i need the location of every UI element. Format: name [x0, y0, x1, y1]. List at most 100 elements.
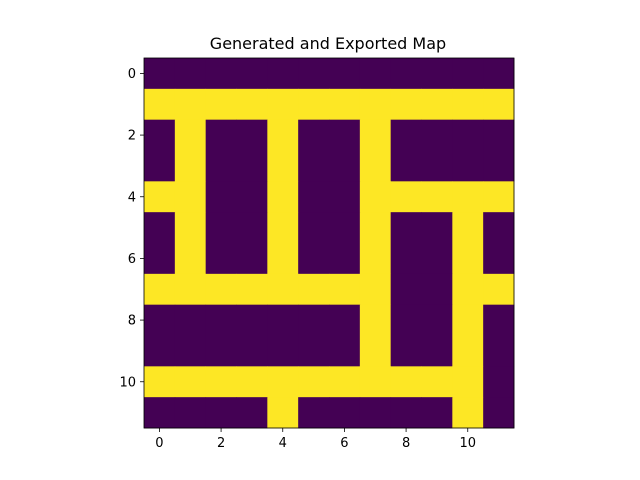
heatmap-cell: [298, 335, 330, 367]
heatmap-cell: [329, 273, 361, 306]
heatmap-cell: [390, 243, 422, 275]
heatmap-cell: [421, 212, 453, 244]
heatmap-cell: [421, 119, 453, 151]
x-tick-label: 10: [459, 436, 476, 451]
heatmap-cells: [144, 58, 515, 429]
heatmap-cell: [359, 397, 392, 429]
heatmap-cell: [329, 88, 361, 121]
y-axis-ticks: 0 2 4 6 8 10: [119, 67, 144, 390]
heatmap-cell: [359, 88, 392, 121]
heatmap-cell: [452, 397, 484, 429]
heatmap-cell: [144, 273, 176, 306]
heatmap-cell: [144, 58, 176, 90]
heatmap-cell: [421, 273, 453, 306]
heatmap-cell: [236, 88, 268, 121]
x-tick-label: 2: [217, 436, 225, 451]
y-tick-label: 4: [128, 190, 136, 205]
heatmap-cell: [298, 150, 330, 182]
heatmap-cell: [144, 88, 176, 121]
heatmap-cell: [174, 243, 207, 275]
heatmap-cell: [236, 335, 268, 367]
heatmap-cell: [298, 366, 330, 398]
heatmap-cell: [144, 335, 176, 367]
heatmap-cell: [144, 243, 176, 275]
chart-title: Generated and Exported Map: [210, 34, 446, 53]
heatmap-cell: [483, 366, 515, 398]
heatmap-cell: [452, 150, 484, 182]
heatmap-cell: [452, 181, 484, 213]
heatmap-cell: [483, 304, 515, 336]
heatmap-cell: [452, 243, 484, 275]
heatmap-cell: [144, 150, 176, 182]
heatmap-cell: [205, 212, 237, 244]
heatmap-cell: [483, 212, 515, 244]
heatmap-cell: [359, 366, 392, 398]
y-tick-label: 6: [128, 252, 136, 267]
heatmap-cell: [390, 88, 422, 121]
heatmap-cell: [267, 273, 299, 306]
x-tick-label: 8: [402, 436, 410, 451]
heatmap-cell: [174, 304, 207, 336]
heatmap-cell: [421, 58, 453, 90]
heatmap-cell: [144, 119, 176, 151]
heatmap-cell: [483, 397, 515, 429]
heatmap-cell: [483, 150, 515, 182]
heatmap-cell: [236, 119, 268, 151]
heatmap-cell: [329, 181, 361, 213]
heatmap-cell: [236, 304, 268, 336]
heatmap-cell: [174, 366, 207, 398]
x-tick-label: 0: [155, 436, 163, 451]
heatmap-cell: [483, 88, 515, 121]
heatmap-cell: [329, 397, 361, 429]
heatmap-cell: [421, 150, 453, 182]
heatmap-cell: [174, 212, 207, 244]
heatmap-cell: [483, 181, 515, 213]
heatmap-cell: [267, 150, 299, 182]
heatmap-cell: [390, 366, 422, 398]
heatmap-cell: [329, 119, 361, 151]
y-tick-label: 2: [128, 129, 136, 144]
y-tick-label: 0: [128, 67, 136, 82]
heatmap-cell: [483, 119, 515, 151]
heatmap-cell: [267, 119, 299, 151]
heatmap-cell: [359, 58, 392, 90]
heatmap-cell: [298, 243, 330, 275]
heatmap-cell: [452, 58, 484, 90]
heatmap-cell: [390, 119, 422, 151]
heatmap-cell: [359, 243, 392, 275]
heatmap-cell: [359, 304, 392, 336]
x-axis-ticks: 0 2 4 6 8 10: [155, 428, 476, 451]
heatmap-cell: [236, 273, 268, 306]
heatmap-cell: [452, 212, 484, 244]
heatmap-cell: [359, 335, 392, 367]
heatmap-cell: [236, 366, 268, 398]
heatmap-cell: [298, 181, 330, 213]
heatmap-cell: [452, 366, 484, 398]
heatmap-cell: [298, 88, 330, 121]
heatmap-cell: [174, 58, 207, 90]
heatmap-cell: [390, 397, 422, 429]
heatmap-cell: [267, 212, 299, 244]
heatmap-cell: [452, 304, 484, 336]
heatmap-cell: [329, 212, 361, 244]
heatmap-cell: [421, 181, 453, 213]
heatmap-cell: [298, 119, 330, 151]
heatmap-cell: [452, 273, 484, 306]
heatmap-cell: [329, 243, 361, 275]
heatmap-cell: [174, 335, 207, 367]
x-tick-label: 4: [279, 436, 287, 451]
heatmap-cell: [329, 304, 361, 336]
heatmap-cell: [236, 212, 268, 244]
heatmap-cell: [452, 88, 484, 121]
heatmap-cell: [205, 397, 237, 429]
heatmap-cell: [174, 181, 207, 213]
heatmap-cell: [144, 304, 176, 336]
heatmap-cell: [205, 335, 237, 367]
heatmap-cell: [390, 58, 422, 90]
heatmap-cell: [390, 335, 422, 367]
heatmap-cell: [421, 304, 453, 336]
heatmap-cell: [236, 397, 268, 429]
heatmap-cell: [267, 397, 299, 429]
heatmap-cell: [390, 150, 422, 182]
